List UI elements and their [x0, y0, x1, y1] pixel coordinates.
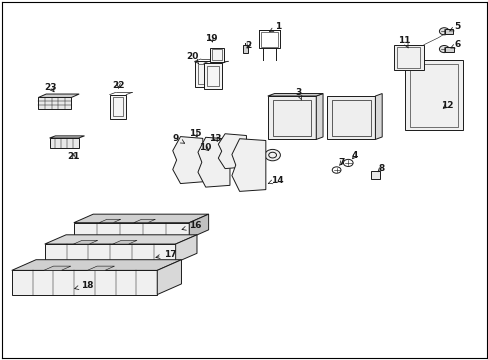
Text: 12: 12 [440, 101, 452, 110]
Circle shape [439, 28, 448, 35]
Circle shape [185, 158, 191, 162]
Polygon shape [12, 260, 181, 270]
Circle shape [185, 170, 191, 174]
Bar [444, 47, 453, 52]
Polygon shape [316, 94, 323, 139]
Polygon shape [189, 214, 208, 238]
Text: 19: 19 [205, 34, 217, 43]
Circle shape [245, 176, 251, 180]
Text: 10: 10 [199, 144, 211, 153]
Text: 4: 4 [351, 151, 358, 160]
Circle shape [264, 149, 280, 161]
Text: 20: 20 [185, 52, 198, 64]
Circle shape [331, 167, 340, 173]
Bar [209, 48, 224, 62]
Polygon shape [44, 266, 71, 270]
Polygon shape [267, 96, 316, 139]
Polygon shape [49, 138, 79, 148]
Polygon shape [172, 136, 203, 184]
Text: 16: 16 [182, 221, 201, 230]
Circle shape [439, 45, 448, 53]
Polygon shape [45, 235, 197, 244]
Text: 2: 2 [245, 41, 251, 50]
Text: 1: 1 [269, 22, 281, 32]
Text: 13: 13 [209, 134, 221, 143]
Polygon shape [109, 95, 126, 119]
Polygon shape [99, 219, 121, 223]
Polygon shape [12, 270, 157, 294]
Circle shape [245, 163, 251, 167]
Polygon shape [45, 244, 175, 262]
Bar [211, 49, 222, 60]
Polygon shape [218, 134, 246, 168]
Circle shape [229, 155, 235, 159]
Polygon shape [393, 45, 423, 71]
Polygon shape [49, 136, 84, 138]
Text: 6: 6 [450, 40, 460, 49]
Polygon shape [405, 60, 462, 130]
Text: 15: 15 [188, 129, 201, 138]
Polygon shape [195, 61, 213, 87]
Polygon shape [267, 94, 323, 96]
Polygon shape [175, 235, 197, 262]
Polygon shape [113, 240, 137, 244]
Polygon shape [134, 219, 155, 223]
Text: 11: 11 [397, 36, 410, 48]
Polygon shape [375, 94, 382, 139]
Circle shape [185, 146, 191, 150]
Polygon shape [39, 94, 79, 98]
Polygon shape [231, 139, 265, 192]
Circle shape [211, 148, 217, 152]
Circle shape [211, 172, 217, 177]
Polygon shape [74, 214, 208, 223]
Text: 9: 9 [172, 134, 184, 143]
Bar [444, 29, 452, 34]
Circle shape [229, 143, 235, 148]
Bar [370, 171, 380, 179]
Text: 8: 8 [377, 164, 384, 173]
Text: 23: 23 [44, 83, 57, 92]
Text: 5: 5 [448, 22, 460, 31]
Polygon shape [203, 63, 222, 89]
Polygon shape [87, 266, 114, 270]
Circle shape [343, 159, 352, 166]
Polygon shape [326, 96, 375, 139]
Polygon shape [198, 137, 229, 187]
Text: 14: 14 [268, 176, 283, 185]
Text: 18: 18 [75, 281, 93, 290]
Polygon shape [73, 240, 98, 244]
Polygon shape [157, 260, 181, 294]
Text: 21: 21 [67, 152, 80, 161]
Circle shape [245, 150, 251, 154]
Polygon shape [39, 98, 71, 109]
Circle shape [211, 160, 217, 165]
Polygon shape [242, 45, 248, 53]
Text: 3: 3 [295, 88, 301, 100]
Text: 17: 17 [156, 249, 177, 258]
Text: 7: 7 [338, 158, 344, 167]
Polygon shape [74, 223, 189, 238]
Text: 22: 22 [112, 81, 124, 90]
